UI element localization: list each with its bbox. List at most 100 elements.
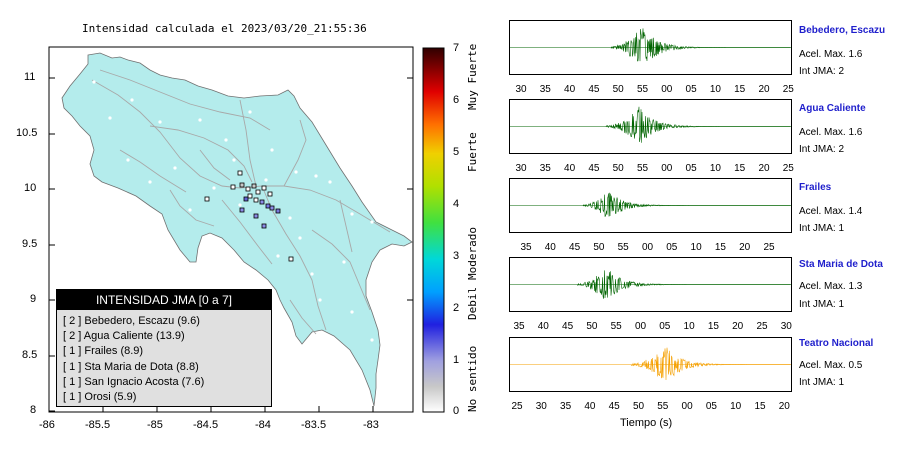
- colorbar-tick: 3: [453, 250, 460, 262]
- y-tick: 8.5: [22, 349, 38, 361]
- time-tick: 55: [636, 84, 649, 95]
- legend-item: [ 1 ] San Ignacio Acosta (7.6): [63, 375, 205, 388]
- time-tick: 50: [586, 321, 598, 332]
- legend-item: [ 2 ] Agua Caliente (13.9): [63, 330, 185, 343]
- legend-item: [ 1 ] Sta Maria de Dota (8.8): [63, 360, 199, 373]
- time-tick: 45: [608, 401, 620, 412]
- map-ticks: [49, 77, 413, 412]
- waveform-trace-svg: [510, 347, 791, 381]
- time-axis-label: Tiempo (s): [620, 417, 673, 429]
- station-acel: Acel. Max. 1.4: [799, 206, 863, 217]
- time-tick: 30: [515, 84, 527, 95]
- time-tick: 20: [758, 163, 770, 174]
- time-tick: 00: [681, 401, 693, 412]
- time-tick: 55: [610, 321, 622, 332]
- time-tick: 40: [564, 163, 576, 174]
- station-int: Int JMA: 2: [799, 144, 845, 155]
- time-tick: 15: [734, 163, 746, 174]
- time-tick: 35: [560, 401, 572, 412]
- time-tick: 45: [569, 242, 581, 253]
- time-tick: 25: [511, 401, 523, 412]
- station-int: Int JMA: 2: [799, 66, 845, 77]
- time-tick: 40: [537, 321, 549, 332]
- costa-rica-land: [61, 52, 413, 407]
- y-tick: 10.5: [16, 127, 38, 139]
- x-tick: -85.5: [85, 419, 111, 431]
- waveform-trace-svg: [510, 270, 791, 299]
- time-tick: 05: [685, 163, 697, 174]
- time-tick: 15: [707, 321, 719, 332]
- legend-item: [ 1 ] Frailes (8.9): [63, 345, 144, 358]
- y-tick: 11: [24, 71, 36, 83]
- colorbar-label: Moderado: [466, 227, 479, 280]
- time-tick: 10: [709, 84, 721, 95]
- time-tick: 30: [515, 163, 527, 174]
- station-name: Frailes: [799, 182, 832, 193]
- legend-title: INTENSIDAD JMA [0 a 7]: [57, 290, 271, 310]
- colorbar-label: No sentido: [466, 345, 479, 412]
- colorbar-tick: 4: [453, 198, 460, 210]
- time-tick: 05: [705, 401, 717, 412]
- legend-item: [ 2 ] Bebedero, Escazu (9.6): [63, 315, 200, 327]
- station-name: Sta Maria de Dota: [799, 259, 883, 270]
- time-tick: 05: [666, 242, 678, 253]
- time-tick: 10: [730, 401, 742, 412]
- time-tick: 25: [782, 84, 794, 95]
- time-tick: 30: [535, 401, 547, 412]
- time-tick: 30: [780, 321, 792, 332]
- time-tick: 50: [593, 242, 605, 253]
- time-tick: 45: [588, 163, 600, 174]
- colorbar-label: Fuerte: [466, 132, 479, 172]
- time-tick: 15: [734, 84, 746, 95]
- waveform-trace: [605, 106, 791, 143]
- colorbar-tick: 1: [453, 354, 460, 366]
- time-tick: 35: [539, 163, 551, 174]
- station-acel: Acel. Max. 1.3: [799, 281, 863, 292]
- colorbar-tick: 0: [453, 405, 460, 417]
- time-tick: 20: [758, 84, 770, 95]
- time-tick: 10: [683, 321, 695, 332]
- colorbar-tick: 5: [453, 146, 460, 158]
- time-tick: 05: [685, 84, 697, 95]
- time-tick: 55: [657, 401, 669, 412]
- station-int: Int JMA: 1: [799, 377, 845, 388]
- waveform-trace-svg: [510, 28, 791, 62]
- y-tick: 10: [24, 182, 37, 194]
- time-tick: 45: [588, 84, 600, 95]
- time-tick: 00: [634, 321, 647, 332]
- time-tick: 45: [562, 321, 574, 332]
- colorbar-label: Debil: [466, 286, 479, 320]
- station-name: Teatro Nacional: [799, 338, 874, 349]
- white-station-dots: [92, 80, 374, 342]
- waveform-trace-svg: [510, 106, 791, 143]
- time-tick: 15: [714, 242, 726, 253]
- intensity-legend: INTENSIDAD JMA [0 a 7] [ 2 ] Bebedero, E…: [56, 289, 272, 407]
- time-tick: 40: [564, 84, 576, 95]
- waveform-panel-teatro: [509, 337, 792, 392]
- y-tick: 8: [30, 404, 37, 416]
- station-acel: Acel. Max. 1.6: [799, 49, 863, 60]
- time-tick: 00: [641, 242, 654, 253]
- time-tick: 00: [661, 84, 673, 95]
- waveform-trace: [576, 270, 791, 299]
- time-tick: 00: [661, 163, 673, 174]
- time-tick: 40: [584, 401, 596, 412]
- waveform-trace: [610, 28, 791, 62]
- x-tick: -84: [255, 419, 271, 431]
- time-tick: 35: [520, 242, 532, 253]
- y-tick: 9.5: [22, 238, 38, 250]
- time-tick: 50: [612, 84, 624, 95]
- x-tick: -84.5: [193, 419, 219, 431]
- time-tick: 25: [782, 163, 794, 174]
- colorbar-label: Muy Fuerte: [466, 43, 479, 110]
- station-name: Bebedero, Escazu: [799, 25, 886, 36]
- time-tick: 40: [544, 242, 556, 253]
- time-tick: 55: [636, 163, 649, 174]
- time-tick: 25: [756, 321, 768, 332]
- legend-list: [ 2 ] Bebedero, Escazu (9.6) [ 2 ] Agua …: [57, 310, 271, 405]
- time-tick: 20: [732, 321, 744, 332]
- time-tick: 15: [754, 401, 766, 412]
- waveform-panel-agua-caliente: [509, 99, 792, 154]
- station-int: Int JMA: 1: [799, 223, 845, 234]
- colorbar-tick: 7: [453, 42, 460, 54]
